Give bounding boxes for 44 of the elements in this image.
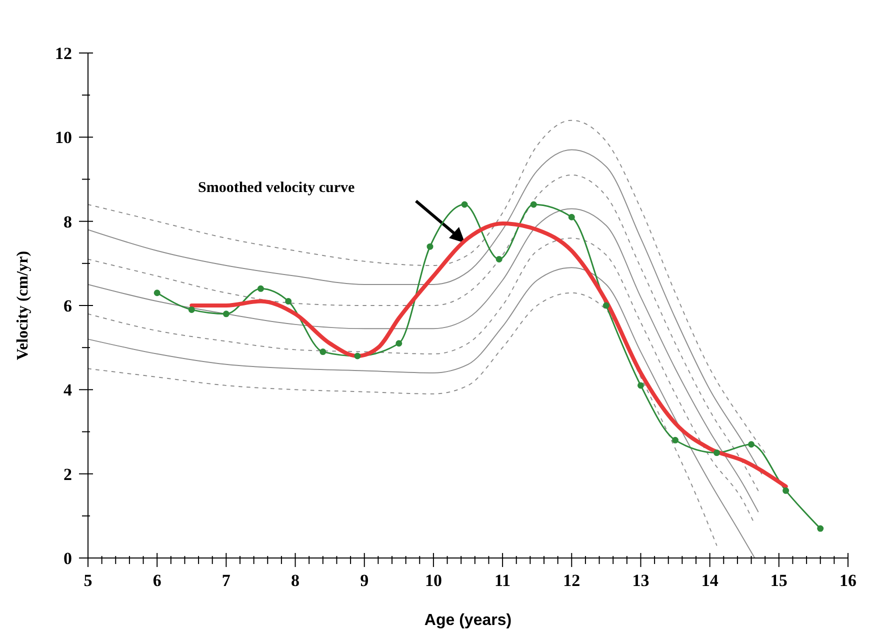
line-series [88, 267, 756, 558]
x-tick-label: 13 [632, 571, 650, 590]
y-tick-label: 10 [55, 128, 72, 148]
point [354, 352, 361, 360]
point [817, 525, 824, 532]
x-tick-label: 7 [222, 571, 231, 590]
point [285, 298, 292, 305]
y-tick-label: 6 [64, 296, 72, 316]
point [320, 348, 326, 356]
point [782, 487, 790, 494]
point [602, 302, 610, 309]
x-tick-label: 10 [424, 571, 442, 590]
point [257, 285, 264, 292]
line-series [88, 292, 718, 546]
y-tick-label: 0 [64, 549, 72, 568]
point [748, 441, 755, 448]
x-tick-label: 16 [840, 571, 856, 590]
point [713, 450, 720, 456]
x-tick-label: 11 [494, 571, 511, 590]
y-tick-label: 8 [64, 212, 72, 232]
point [496, 256, 502, 262]
y-axis-title: Velocity (cm/yr) [14, 250, 32, 360]
x-tick-label: 6 [152, 571, 162, 590]
x-tick-label: 8 [291, 571, 300, 590]
x-tick-label: 15 [770, 571, 788, 590]
annotation: Smoothed velocity curve [198, 180, 355, 197]
point [154, 290, 160, 296]
x-axis-title: Age (years) [424, 612, 512, 629]
x-tick-label: 5 [84, 571, 92, 590]
y-tick-label: 12 [55, 44, 72, 63]
point [426, 243, 434, 250]
point [637, 382, 644, 389]
y-tick-label: 4 [64, 380, 72, 400]
x-tick-label: 14 [701, 571, 719, 590]
x-tick-label: 12 [563, 571, 580, 590]
point [222, 310, 230, 318]
point [530, 201, 537, 208]
point [672, 436, 679, 444]
x-tick-label: 9 [360, 571, 369, 590]
point [188, 306, 195, 313]
y-tick-label: 2 [64, 464, 72, 484]
point [568, 214, 575, 220]
point [461, 201, 468, 208]
point [396, 340, 402, 347]
